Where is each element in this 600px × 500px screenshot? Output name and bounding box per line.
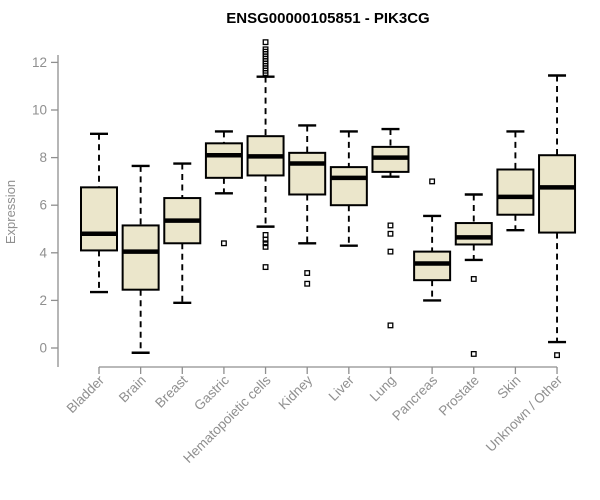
outlier-point <box>304 280 311 287</box>
outlier-point <box>262 240 269 247</box>
iqr-box <box>413 250 452 282</box>
box-hematopoietic-cells <box>246 39 285 271</box>
outlier-point <box>387 230 394 237</box>
box-pancreas <box>413 178 452 302</box>
outlier-point <box>387 248 394 255</box>
outlier-point <box>304 270 311 276</box>
x-category-label-lung: Lung <box>367 373 399 405</box>
x-category-label-bladder: Bladder <box>64 372 108 416</box>
y-axis-label: Expression <box>3 180 18 244</box>
y-tick-label: 10 <box>32 103 47 118</box>
x-category-label-prostate: Prostate <box>436 373 482 419</box>
box-skin <box>496 130 535 232</box>
boxplot-series <box>80 39 577 359</box>
iqr-box <box>121 224 160 291</box>
iqr-box <box>288 151 327 196</box>
y-tick-label: 4 <box>39 245 47 260</box>
x-category-label-unknown-other: Unknown / Other <box>483 372 566 455</box>
x-category-label-brain: Brain <box>116 373 149 406</box>
x-category-label-breast: Breast <box>152 372 190 410</box>
y-tick-label: 8 <box>39 150 47 165</box>
outlier-point <box>387 322 394 329</box>
outlier-point <box>262 264 269 271</box>
box-unknown-other <box>538 74 577 359</box>
iqr-box <box>538 154 577 234</box>
box-brain <box>121 164 160 354</box>
iqr-box <box>204 142 243 179</box>
box-kidney <box>288 124 327 287</box>
box-lung <box>371 127 410 329</box>
x-category-label-pancreas: Pancreas <box>389 372 440 423</box>
box-bladder <box>80 132 118 294</box>
iqr-box <box>80 186 118 252</box>
outlier-point <box>429 178 436 185</box>
outlier-point <box>470 276 477 282</box>
box-gastric <box>204 130 243 247</box>
outlier-point <box>262 243 269 250</box>
x-category-label-gastric: Gastric <box>191 372 232 413</box>
iqr-box <box>329 166 368 207</box>
outlier-point <box>470 350 477 357</box>
outlier-point <box>387 222 394 229</box>
x-category-label-skin: Skin <box>494 373 523 402</box>
y-tick-label: 12 <box>32 55 47 70</box>
x-category-label-kidney: Kidney <box>276 372 316 412</box>
outlier-point <box>262 70 269 77</box>
iqr-box <box>496 168 535 216</box>
box-liver <box>329 130 368 247</box>
box-breast <box>163 162 202 304</box>
y-tick-label: 6 <box>39 198 47 213</box>
iqr-box <box>454 222 493 246</box>
outlier-point <box>220 240 227 247</box>
outlier-point <box>262 231 269 238</box>
chart-title: ENSG00000105851 - PIK3CG <box>226 10 429 27</box>
outlier-point <box>262 39 269 46</box>
y-tick-label: 0 <box>39 341 47 356</box>
outlier-point <box>554 352 560 359</box>
y-tick-label: 2 <box>39 293 47 308</box>
outlier-point <box>262 236 269 243</box>
box-prostate <box>454 193 493 357</box>
x-category-label-liver: Liver <box>326 372 358 404</box>
